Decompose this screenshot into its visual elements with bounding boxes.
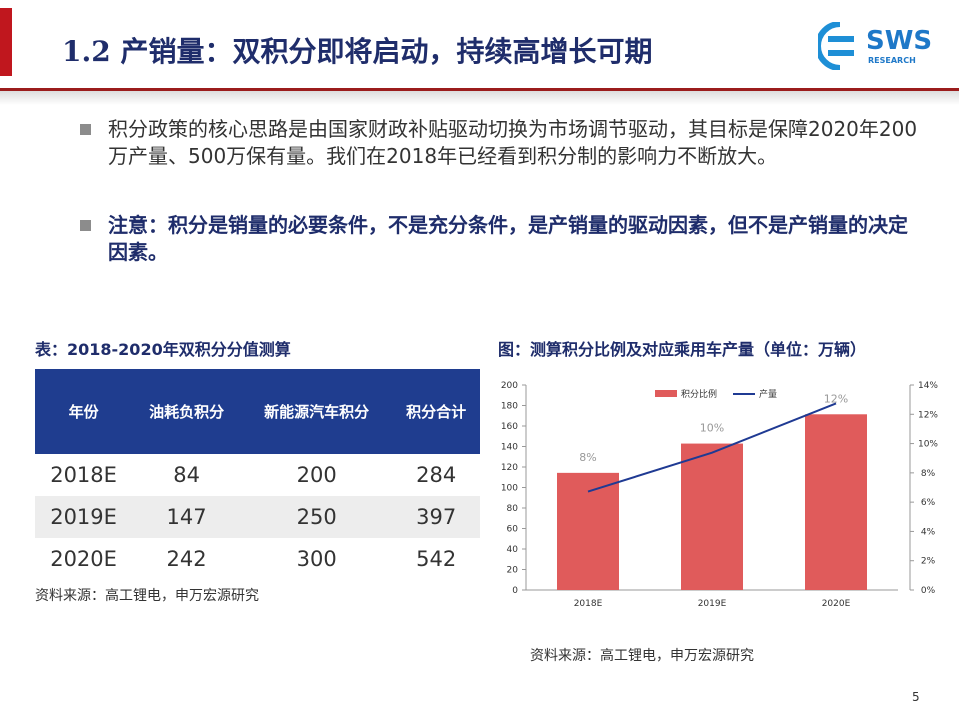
table-cell: 250 (241, 496, 393, 538)
table-cell: 284 (416, 463, 457, 487)
y2-tick-label: 14% (918, 381, 938, 391)
y-tick-label: 140 (501, 443, 518, 453)
y-tick-label: 40 (507, 545, 519, 555)
header-row: 年份 油耗负积分 新能源汽车积分 积分合计 (35, 369, 480, 454)
table-cell: 300 (296, 547, 337, 571)
legend-label: 产量 (759, 388, 777, 400)
y-tick-label: 60 (507, 525, 519, 535)
y-tick-label: 120 (501, 463, 518, 473)
logo-sub: RESEARCH (868, 56, 916, 65)
y-tick-label: 200 (501, 381, 518, 391)
data-label: 12% (824, 392, 848, 405)
legend-label: 积分比例 (681, 388, 717, 400)
table-cell: 200 (296, 463, 337, 487)
logo-icon (818, 22, 854, 70)
table-cell: 542 (416, 547, 457, 571)
table-row: 2019E 147 250 397 (35, 496, 480, 538)
chart-title: 图：测算积分比例及对应乘用车产量（单位：万辆） (498, 340, 867, 359)
shade (0, 91, 959, 105)
table-cell: 2020E (50, 547, 117, 571)
table-cell: 147 (132, 496, 242, 538)
y-tick-label: 180 (501, 402, 518, 412)
y-tick-label: 80 (507, 504, 519, 514)
table-cell: 397 (392, 496, 480, 538)
table-cell: 2018E (50, 463, 117, 487)
y2-tick-label: 8% (921, 469, 936, 479)
chart-source: 资料来源：高工锂电，申万宏源研究 (530, 648, 754, 664)
x-tick-label: 2018E (574, 599, 603, 609)
bar (557, 472, 619, 590)
line (587, 402, 837, 493)
y-tick-label: 0 (512, 586, 518, 596)
y2-tick-label: 10% (918, 440, 938, 450)
y2-tick-label: 4% (921, 527, 936, 537)
y-tick-label: 160 (501, 422, 518, 432)
table-caption: 表：2018-2020年双积分分值测算 (35, 340, 291, 359)
y2-tick-label: 6% (921, 498, 936, 508)
y2-tick-label: 12% (918, 410, 938, 420)
page-number: 5 (912, 690, 920, 704)
y-tick-label: 100 (501, 484, 518, 494)
bar (681, 443, 743, 590)
x-tick-label: 2019E (698, 599, 727, 609)
bar (805, 414, 867, 590)
table-cell: 84 (173, 463, 200, 487)
slide-title: 1.2 产销量：双积分即将启动，持续高增长可期 (62, 35, 653, 68)
table-source: 资料来源：高工锂电，申万宏源研究 (35, 588, 259, 604)
table-row: 2020E 242 300 542 (35, 538, 480, 580)
x-tick-label: 2020E (822, 599, 851, 609)
data-label: 8% (579, 451, 596, 464)
rule (0, 88, 959, 91)
bullet-marker (80, 124, 91, 135)
chart: 0 20 40 60 80 100 120 140 160 180 200 0% 2% 4% 6% 8% 10%… (501, 381, 939, 609)
legend-swatch (655, 390, 677, 397)
column-header: 年份 (35, 369, 133, 454)
data-table: 年份 油耗负积分 新能源汽车积分 积分合计 2018E 84 200 284 2019E 147 2… (35, 369, 480, 580)
logo-text: SWS (866, 26, 933, 56)
column-header: 新能源汽车积分 (241, 369, 393, 454)
bullet-text: 积分政策的核心思路是由国家财政补贴驱动切换为市场调节驱动，其目标是保障2020年… (108, 117, 918, 168)
bullet-marker (80, 220, 91, 231)
y2-tick-label: 0% (921, 586, 936, 596)
table-cell: 2019E (35, 496, 133, 538)
table-cell: 242 (166, 547, 207, 571)
accent-bar (0, 8, 12, 76)
bullet-text: 注意：积分是销量的必要条件，不是充分条件，是产销量的驱动因素，但不是产销量的决定… (108, 213, 908, 264)
y-tick-label: 20 (507, 566, 519, 576)
data-label: 10% (700, 422, 724, 435)
table-row: 2018E 84 200 284 (35, 454, 480, 496)
column-header: 积分合计 (392, 369, 480, 454)
column-header: 油耗负积分 (132, 369, 242, 454)
y2-tick-label: 2% (921, 557, 936, 567)
